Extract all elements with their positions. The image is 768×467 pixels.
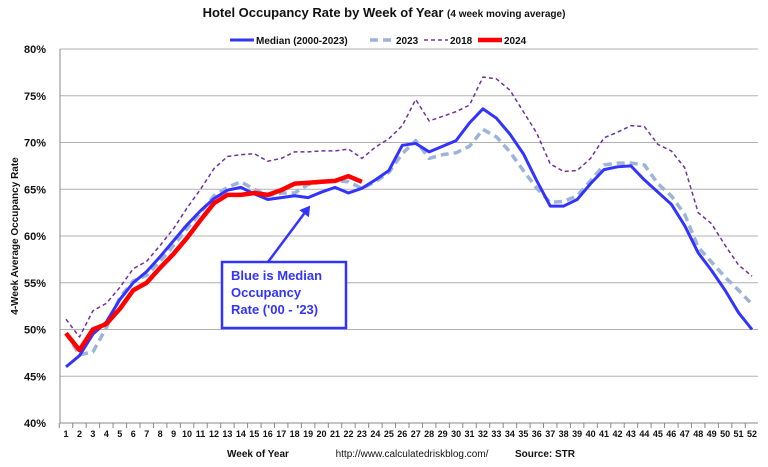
x-tick-label: 43 <box>626 429 636 439</box>
x-tick-label: 27 <box>411 429 421 439</box>
y-axis-label: 4-Week Average Occupancy Rate <box>10 157 21 315</box>
x-tick-label: 50 <box>720 429 730 439</box>
x-tick-label: 25 <box>384 429 394 439</box>
y-tick-label: 50% <box>24 325 46 337</box>
x-tick-label: 1 <box>63 429 68 439</box>
x-tick-label: 8 <box>158 429 163 439</box>
x-tick-label: 21 <box>330 429 340 439</box>
series-line-median-2000-2023 <box>65 107 754 369</box>
y-tick-label: 75% <box>24 91 46 103</box>
x-tick-label: 29 <box>438 429 448 439</box>
legend-label: Median (2000-2023) <box>256 36 348 47</box>
y-tick-label: 55% <box>24 278 46 290</box>
x-tick-label: 17 <box>276 429 286 439</box>
x-tick-label: 18 <box>290 429 300 439</box>
x-tick-label: 30 <box>451 429 461 439</box>
x-tick-label: 12 <box>209 429 219 439</box>
y-tick-label: 80% <box>24 44 46 56</box>
x-tick-label: 28 <box>424 429 434 439</box>
annotation-line-2: Occupancy <box>231 285 302 300</box>
x-tick-label: 49 <box>707 429 717 439</box>
x-tick-label: 23 <box>357 429 367 439</box>
x-tick-label: 34 <box>505 429 515 439</box>
annotation-line-3: Rate ('00 - '23) <box>231 302 318 317</box>
x-axis-label: Week of Year <box>227 449 289 460</box>
x-tick-label: 26 <box>397 429 407 439</box>
annotation-line-1: Blue is Median <box>231 268 322 283</box>
annotation-arrow <box>266 212 306 263</box>
x-tick-label: 4 <box>104 429 109 439</box>
y-tick-label: 45% <box>24 371 46 383</box>
x-tick-label: 15 <box>249 429 259 439</box>
x-tick-label: 11 <box>196 429 206 439</box>
x-tick-label: 19 <box>303 429 313 439</box>
x-tick-label: 3 <box>90 429 95 439</box>
x-tick-label: 20 <box>317 429 327 439</box>
legend-label: 2024 <box>504 36 527 47</box>
x-tick-label: 35 <box>518 429 528 439</box>
x-tick-label: 41 <box>599 429 609 439</box>
y-axis-ticks: 40% 45% 50% 55% 60% 65% 70% 75% 80% <box>24 44 46 430</box>
y-tick-label: 70% <box>24 138 46 150</box>
x-tick-label: 37 <box>545 429 555 439</box>
x-tick-label: 5 <box>117 429 122 439</box>
x-tick-label: 7 <box>144 429 149 439</box>
x-tick-label: 10 <box>182 429 192 439</box>
x-axis-ticks: 1 2 3 4 5 6 7 8 9 10 11 12 13 14 15 16 17 18 19 20 21 22 23 24 2… <box>63 429 757 439</box>
y-tick-label: 65% <box>24 184 46 196</box>
x-tick-label: 39 <box>572 429 582 439</box>
series-line-2024 <box>64 173 363 353</box>
annotation-arrowhead <box>299 205 311 218</box>
source-label: Source: STR <box>515 449 576 460</box>
x-tick-label: 13 <box>222 429 232 439</box>
x-tick-label: 6 <box>131 429 136 439</box>
legend: Median (2000-2023) 2023 2018 2024 <box>230 36 527 47</box>
x-tick-label: 2 <box>77 429 82 439</box>
x-tick-label: 36 <box>532 429 542 439</box>
x-tick-label: 32 <box>478 429 488 439</box>
x-tick-label: 52 <box>747 429 757 439</box>
annotation-box <box>220 260 348 330</box>
series-line-2023 <box>64 127 754 357</box>
series-lines <box>64 76 754 369</box>
x-tick-label: 24 <box>370 429 380 439</box>
x-tick-label: 45 <box>653 429 663 439</box>
x-tick-label: 22 <box>343 429 353 439</box>
series-line-2018 <box>65 76 753 338</box>
x-tick-label: 48 <box>693 429 703 439</box>
x-tick-label: 40 <box>586 429 596 439</box>
x-tick-label: 31 <box>465 429 475 439</box>
x-tick-label: 9 <box>171 429 176 439</box>
source-url: http://www.calculatedriskblog.com/ <box>336 449 489 460</box>
x-tick-label: 14 <box>236 429 246 439</box>
legend-label: 2023 <box>396 36 419 47</box>
x-tick-label: 44 <box>639 429 649 439</box>
x-tick-label: 42 <box>612 429 622 439</box>
x-tick-label: 33 <box>491 429 501 439</box>
x-tick-label: 38 <box>559 429 569 439</box>
legend-label: 2018 <box>450 36 473 47</box>
y-tick-label: 60% <box>24 231 46 243</box>
x-tick-label: 47 <box>680 429 690 439</box>
x-tick-label: 46 <box>666 429 676 439</box>
y-tick-label: 40% <box>24 418 46 430</box>
x-tick-label: 16 <box>263 429 273 439</box>
chart-title: Hotel Occupancy Rate by Week of Year (4 … <box>203 5 566 20</box>
gridlines <box>58 48 758 428</box>
x-tick-label: 51 <box>734 429 744 439</box>
annotation: Blue is Median Occupancy Rate ('00 - '23… <box>220 205 348 330</box>
